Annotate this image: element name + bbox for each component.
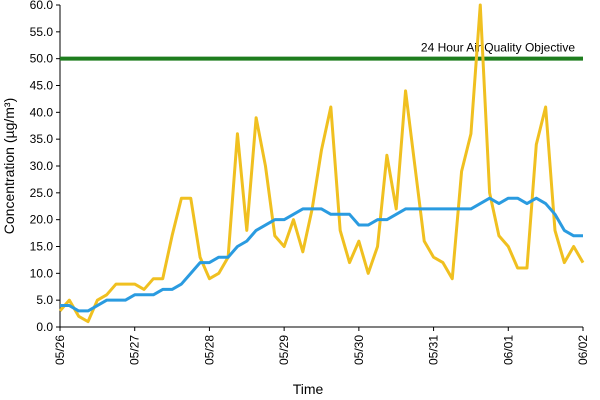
x-tick-label: 05/30 bbox=[352, 335, 366, 365]
x-tick-label: 06/01 bbox=[501, 335, 515, 365]
x-tick-label: 05/31 bbox=[427, 335, 441, 365]
y-tick-label: 5.0 bbox=[36, 293, 53, 307]
y-tick-label: 55.0 bbox=[30, 25, 54, 39]
data-line bbox=[60, 196, 583, 313]
y-tick-label: 0.0 bbox=[36, 320, 53, 334]
y-tick-label: 25.0 bbox=[30, 186, 54, 200]
data-line bbox=[58, 3, 585, 324]
y-tick-label: 10.0 bbox=[30, 266, 54, 280]
y-tick-label: 20.0 bbox=[30, 213, 54, 227]
y-tick-label: 35.0 bbox=[30, 132, 54, 146]
x-tick-label: 05/27 bbox=[128, 335, 142, 365]
x-tick-label: 05/28 bbox=[202, 335, 216, 365]
reference-label: 24 Hour Air Quality Objective bbox=[421, 41, 575, 55]
y-tick-label: 30.0 bbox=[30, 159, 54, 173]
x-tick-label: 05/26 bbox=[53, 335, 67, 365]
x-tick-label: 06/02 bbox=[576, 335, 590, 365]
x-tick-label: 05/29 bbox=[277, 335, 291, 365]
y-tick-label: 40.0 bbox=[30, 105, 54, 119]
y-tick-label: 60.0 bbox=[30, 0, 54, 12]
y-tick-label: 50.0 bbox=[30, 52, 54, 66]
y-axis-label: Concentration (µg/m³) bbox=[1, 98, 17, 234]
y-tick-label: 45.0 bbox=[30, 79, 54, 93]
x-axis-label: Time bbox=[293, 381, 324, 397]
y-tick-label: 15.0 bbox=[30, 240, 54, 254]
